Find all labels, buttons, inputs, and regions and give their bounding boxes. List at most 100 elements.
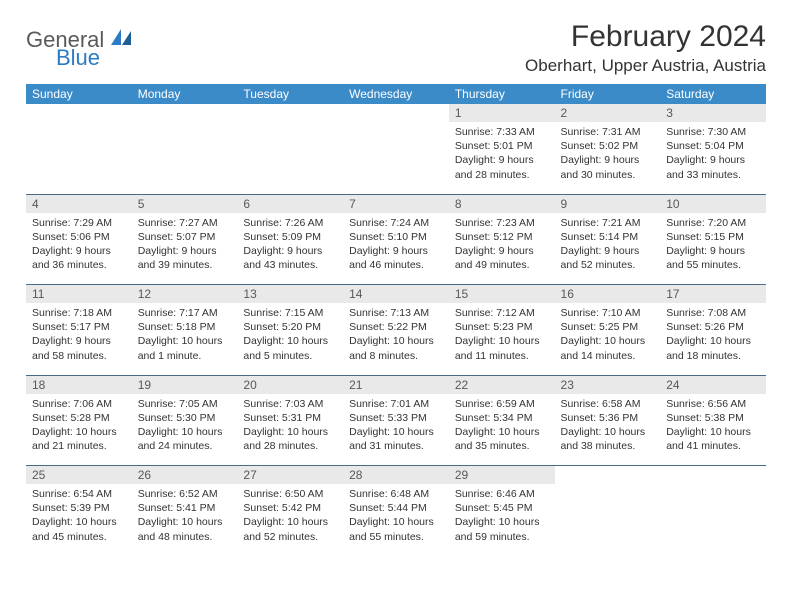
weekday-header: Wednesday: [343, 84, 449, 104]
sunset-line: Sunset: 5:01 PM: [455, 139, 549, 153]
day-number-cell: 5: [132, 194, 238, 213]
sunrise-line: Sunrise: 7:03 AM: [243, 397, 337, 411]
day-content-cell: Sunrise: 7:21 AMSunset: 5:14 PMDaylight:…: [555, 213, 661, 285]
sunset-line: Sunset: 5:23 PM: [455, 320, 549, 334]
daylight-line: Daylight: 10 hours and 11 minutes.: [455, 334, 549, 362]
day-content-cell: Sunrise: 6:48 AMSunset: 5:44 PMDaylight:…: [343, 484, 449, 556]
day-number-cell: 25: [26, 466, 132, 485]
day-content-cell: Sunrise: 7:31 AMSunset: 5:02 PMDaylight:…: [555, 122, 661, 194]
sunrise-line: Sunrise: 7:24 AM: [349, 216, 443, 230]
day-content-cell: Sunrise: 7:33 AMSunset: 5:01 PMDaylight:…: [449, 122, 555, 194]
daylight-line: Daylight: 10 hours and 28 minutes.: [243, 425, 337, 453]
sunrise-line: Sunrise: 7:08 AM: [666, 306, 760, 320]
day-number-cell: 20: [237, 375, 343, 394]
sunrise-line: Sunrise: 7:05 AM: [138, 397, 232, 411]
sunrise-line: Sunrise: 7:30 AM: [666, 125, 760, 139]
day-content-cell: Sunrise: 7:30 AMSunset: 5:04 PMDaylight:…: [660, 122, 766, 194]
sunset-line: Sunset: 5:18 PM: [138, 320, 232, 334]
day-number-cell: 17: [660, 285, 766, 304]
day-content-cell: [660, 484, 766, 556]
day-content-row: Sunrise: 7:18 AMSunset: 5:17 PMDaylight:…: [26, 303, 766, 375]
location-subtitle: Oberhart, Upper Austria, Austria: [525, 56, 766, 76]
day-content-cell: [237, 122, 343, 194]
day-content-cell: [26, 122, 132, 194]
day-content-cell: Sunrise: 7:06 AMSunset: 5:28 PMDaylight:…: [26, 394, 132, 466]
weekday-header: Thursday: [449, 84, 555, 104]
daylight-line: Daylight: 10 hours and 55 minutes.: [349, 515, 443, 543]
sunrise-line: Sunrise: 6:54 AM: [32, 487, 126, 501]
weekday-header: Saturday: [660, 84, 766, 104]
sunrise-line: Sunrise: 6:52 AM: [138, 487, 232, 501]
weekday-header: Sunday: [26, 84, 132, 104]
daylight-line: Daylight: 10 hours and 48 minutes.: [138, 515, 232, 543]
logo-sail-icon: [111, 29, 133, 47]
sunrise-line: Sunrise: 7:12 AM: [455, 306, 549, 320]
daylight-line: Daylight: 9 hours and 52 minutes.: [561, 244, 655, 272]
day-number-cell: 23: [555, 375, 661, 394]
sunrise-line: Sunrise: 6:46 AM: [455, 487, 549, 501]
day-number-row: 45678910: [26, 194, 766, 213]
daylight-line: Daylight: 10 hours and 21 minutes.: [32, 425, 126, 453]
day-number-cell: [26, 104, 132, 122]
sunrise-line: Sunrise: 7:27 AM: [138, 216, 232, 230]
day-number-cell: [660, 466, 766, 485]
day-number-cell: 7: [343, 194, 449, 213]
day-content-cell: Sunrise: 7:12 AMSunset: 5:23 PMDaylight:…: [449, 303, 555, 375]
day-content-cell: Sunrise: 7:26 AMSunset: 5:09 PMDaylight:…: [237, 213, 343, 285]
header: General Blue February 2024 Oberhart, Upp…: [26, 20, 766, 76]
sunrise-line: Sunrise: 7:29 AM: [32, 216, 126, 230]
calendar-table: Sunday Monday Tuesday Wednesday Thursday…: [26, 84, 766, 556]
day-content-cell: Sunrise: 7:23 AMSunset: 5:12 PMDaylight:…: [449, 213, 555, 285]
logo: General Blue: [26, 20, 133, 69]
sunrise-line: Sunrise: 7:20 AM: [666, 216, 760, 230]
day-number-cell: 16: [555, 285, 661, 304]
daylight-line: Daylight: 9 hours and 58 minutes.: [32, 334, 126, 362]
day-content-cell: Sunrise: 7:03 AMSunset: 5:31 PMDaylight:…: [237, 394, 343, 466]
day-content-cell: Sunrise: 6:59 AMSunset: 5:34 PMDaylight:…: [449, 394, 555, 466]
day-content-row: Sunrise: 7:33 AMSunset: 5:01 PMDaylight:…: [26, 122, 766, 194]
day-number-cell: 22: [449, 375, 555, 394]
day-number-row: 123: [26, 104, 766, 122]
daylight-line: Daylight: 10 hours and 18 minutes.: [666, 334, 760, 362]
weekday-header: Monday: [132, 84, 238, 104]
sunset-line: Sunset: 5:20 PM: [243, 320, 337, 334]
daylight-line: Daylight: 9 hours and 46 minutes.: [349, 244, 443, 272]
day-number-cell: [237, 104, 343, 122]
sunset-line: Sunset: 5:33 PM: [349, 411, 443, 425]
weekday-header: Tuesday: [237, 84, 343, 104]
day-number-row: 11121314151617: [26, 285, 766, 304]
day-number-cell: 4: [26, 194, 132, 213]
day-number-cell: 19: [132, 375, 238, 394]
logo-text-blue: Blue: [56, 47, 133, 69]
day-number-cell: 14: [343, 285, 449, 304]
sunset-line: Sunset: 5:44 PM: [349, 501, 443, 515]
sunset-line: Sunset: 5:06 PM: [32, 230, 126, 244]
day-number-cell: 21: [343, 375, 449, 394]
day-content-cell: [343, 122, 449, 194]
sunrise-line: Sunrise: 6:59 AM: [455, 397, 549, 411]
sunset-line: Sunset: 5:45 PM: [455, 501, 549, 515]
day-number-cell: [555, 466, 661, 485]
daylight-line: Daylight: 10 hours and 1 minute.: [138, 334, 232, 362]
sunrise-line: Sunrise: 7:17 AM: [138, 306, 232, 320]
day-number-cell: [343, 104, 449, 122]
sunset-line: Sunset: 5:39 PM: [32, 501, 126, 515]
sunrise-line: Sunrise: 7:10 AM: [561, 306, 655, 320]
day-content-cell: Sunrise: 6:54 AMSunset: 5:39 PMDaylight:…: [26, 484, 132, 556]
day-content-cell: Sunrise: 6:46 AMSunset: 5:45 PMDaylight:…: [449, 484, 555, 556]
day-content-cell: Sunrise: 7:08 AMSunset: 5:26 PMDaylight:…: [660, 303, 766, 375]
day-content-cell: Sunrise: 7:18 AMSunset: 5:17 PMDaylight:…: [26, 303, 132, 375]
day-number-cell: 11: [26, 285, 132, 304]
page-title: February 2024: [525, 20, 766, 54]
daylight-line: Daylight: 10 hours and 5 minutes.: [243, 334, 337, 362]
day-number-cell: 6: [237, 194, 343, 213]
day-number-cell: 13: [237, 285, 343, 304]
daylight-line: Daylight: 9 hours and 39 minutes.: [138, 244, 232, 272]
day-number-cell: 3: [660, 104, 766, 122]
day-number-cell: 24: [660, 375, 766, 394]
daylight-line: Daylight: 9 hours and 55 minutes.: [666, 244, 760, 272]
sunset-line: Sunset: 5:07 PM: [138, 230, 232, 244]
daylight-line: Daylight: 10 hours and 24 minutes.: [138, 425, 232, 453]
daylight-line: Daylight: 10 hours and 31 minutes.: [349, 425, 443, 453]
sunset-line: Sunset: 5:38 PM: [666, 411, 760, 425]
